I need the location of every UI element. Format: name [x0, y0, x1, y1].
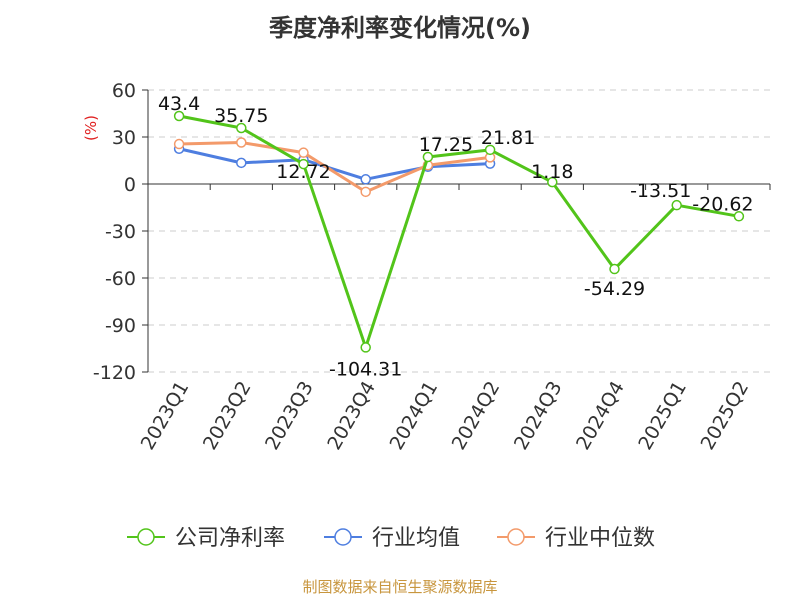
data-point: [236, 137, 247, 148]
y-tick-label: -30: [105, 221, 136, 243]
x-tick-label: 2023Q1: [137, 378, 194, 454]
x-tick-label: 2023Q2: [199, 378, 256, 454]
y-tick-label: -120: [93, 362, 136, 384]
data-label: 35.75: [214, 105, 268, 127]
x-tick-label: 2025Q1: [634, 378, 691, 454]
data-point: [609, 263, 620, 275]
data-point: [360, 342, 371, 353]
series-lines: [173, 110, 745, 353]
chart-title: 季度净利率变化情况(%): [269, 14, 531, 42]
legend-marker: [507, 528, 525, 546]
data-point: [298, 147, 309, 158]
x-tick-label: 2024Q1: [385, 378, 442, 454]
y-axis-label: (%): [82, 115, 100, 141]
data-point: [173, 138, 185, 150]
x-tick-label: 2024Q2: [448, 378, 505, 454]
x-tick-label: 2023Q3: [261, 378, 318, 454]
data-point: [671, 199, 682, 211]
source-note: 制图数据来自恒生聚源数据库: [302, 578, 498, 596]
y-tick-label: -90: [105, 315, 136, 337]
data-label: 1.18: [531, 161, 573, 183]
data-label: 12.72: [276, 161, 330, 183]
y-tick-label: 0: [124, 174, 136, 196]
data-label: -104.31: [329, 358, 402, 380]
legend-label: 公司净利率: [175, 526, 285, 551]
series-line: [179, 140, 491, 194]
data-point: [422, 151, 434, 163]
x-tick-label: 2023Q4: [323, 378, 380, 454]
x-tick-label: 2024Q3: [510, 378, 567, 454]
data-point: [733, 211, 745, 222]
data-point: [484, 144, 496, 156]
y-tick-label: 30: [112, 127, 136, 149]
legend-label: 行业均值: [372, 526, 460, 551]
legend: 公司净利率 行业均值 行业中位数: [127, 526, 655, 551]
data-label: -20.62: [692, 193, 753, 215]
legend-label: 行业中位数: [545, 526, 655, 551]
data-point: [173, 110, 185, 122]
data-point: [236, 122, 247, 134]
legend-marker: [334, 528, 352, 546]
series-line: [178, 147, 491, 181]
data-label: 43.4: [158, 93, 200, 115]
y-tick-label: 60: [112, 80, 136, 102]
data-point: [298, 158, 309, 170]
data-point: [236, 157, 247, 169]
data-label: -13.51: [630, 180, 691, 202]
x-tick-label: 2024Q4: [572, 378, 629, 454]
data-label: 17.25: [419, 134, 473, 156]
data-point: [547, 176, 558, 188]
series-line: [178, 114, 740, 349]
y-tick-label: -60: [105, 268, 136, 290]
data-label: 21.81: [481, 127, 535, 149]
legend-marker: [137, 528, 155, 546]
data-point: [360, 174, 371, 185]
x-tick-label: 2025Q2: [696, 378, 753, 454]
data-label: -54.29: [584, 278, 645, 300]
data-labels: 43.4 35.75 12.72 -104.31 17.25 21.81 1.18 -54.2…: [158, 93, 754, 380]
data-point: [360, 186, 371, 198]
